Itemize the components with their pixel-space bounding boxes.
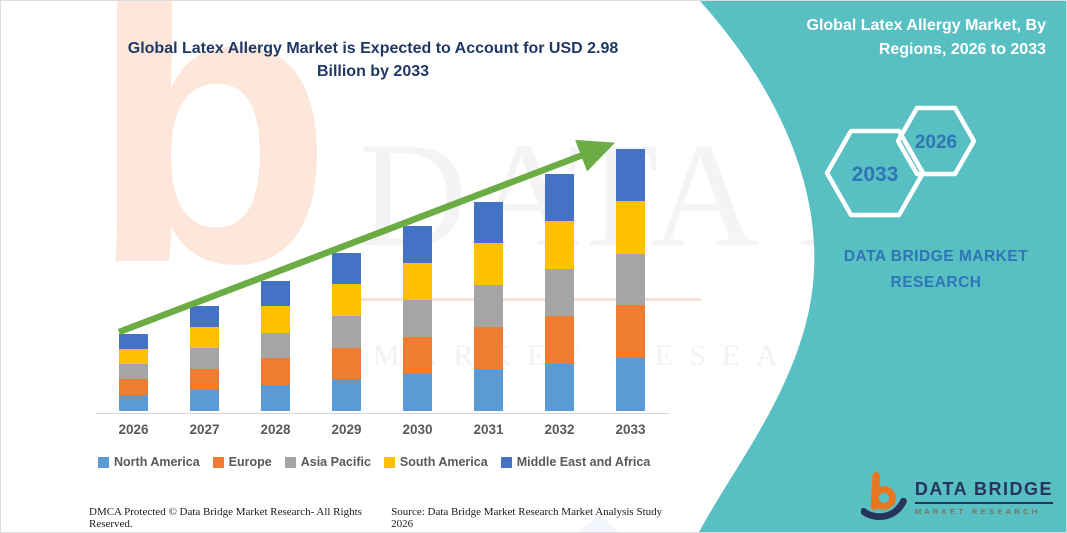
brand-text: DATA BRIDGE MARKET RESEARCH (843, 248, 1029, 291)
databridge-logo-icon (861, 471, 907, 521)
legend-swatch (98, 456, 109, 468)
segment-europe (332, 347, 361, 380)
logo-name: DATA BRIDGE (914, 479, 1053, 504)
segment-europe (119, 379, 148, 396)
footer: DMCA Protected © Data Bridge Market Rese… (89, 506, 671, 530)
x-axis-label-2031: 2031 (473, 422, 504, 437)
hexagon-2026 (895, 105, 977, 177)
segment-north-america (403, 374, 432, 411)
segment-north-america (474, 368, 503, 411)
legend-label: North America (114, 455, 200, 469)
legend-item-north-america: North America (98, 455, 200, 469)
chart-title: Global Latex Allergy Market is Expected … (127, 40, 619, 81)
segment-south-america (119, 348, 148, 365)
segment-north-america (616, 358, 645, 411)
hexagon-2033-label: 2033 (852, 163, 899, 186)
x-axis-label-2029: 2029 (331, 422, 362, 437)
year-hexagons: 2033 2026 (824, 105, 977, 218)
segment-middle-east-and-africa (119, 333, 148, 349)
footer-source-text: Source: Data Bridge Market Research Mark… (391, 506, 663, 530)
segment-europe (261, 358, 290, 385)
segment-north-america (545, 363, 574, 411)
segment-asia-pacific (261, 332, 290, 359)
legend-item-middle-east-and-africa: Middle East and Africa (500, 455, 651, 469)
legend-label: Asia Pacific (300, 455, 371, 469)
hexagon-2026-label: 2026 (915, 132, 957, 153)
segment-north-america (261, 384, 290, 411)
x-axis-label-2033: 2033 (615, 422, 646, 437)
side-panel-shape (699, 1, 1066, 532)
x-axis-label-2028: 2028 (260, 422, 291, 437)
legend-swatch (500, 456, 512, 468)
segment-asia-pacific (119, 364, 148, 380)
logo-text: DATA BRIDGE MARKET RESEARCH (914, 479, 1053, 516)
stacked-bar-2033 (616, 148, 645, 411)
segment-europe (190, 368, 219, 390)
footer-dmca-text: DMCA Protected © Data Bridge Market Rese… (89, 506, 362, 530)
legend-label: South America (399, 455, 488, 469)
logo-subtitle: MARKET RESEARCH (914, 506, 1041, 516)
segment-north-america (119, 395, 148, 411)
legend-label: Middle East and Africa (516, 455, 651, 469)
segment-north-america (190, 389, 219, 411)
databridge-logo: DATA BRIDGE MARKET RESEARCH (861, 467, 1053, 527)
segment-north-america (332, 379, 361, 411)
legend-swatch (212, 456, 224, 468)
x-axis-line (96, 413, 669, 414)
segment-south-america (616, 200, 645, 254)
segment-asia-pacific (190, 347, 219, 369)
chart-legend: North America Europe Asia Pacific South Ame… (98, 455, 684, 469)
x-axis-label-2027: 2027 (189, 422, 220, 437)
segment-asia-pacific (616, 253, 645, 306)
x-axis-label-2030: 2030 (402, 422, 433, 437)
stacked-bar-2026 (119, 333, 148, 411)
x-axis-label-2032: 2032 (544, 422, 575, 437)
x-axis-label-2026: 2026 (118, 422, 149, 437)
segment-europe (616, 305, 645, 359)
legend-item-europe: Europe (212, 455, 272, 469)
panel-title: Global Latex Allergy Market, By Regions,… (806, 17, 1046, 58)
legend-swatch (383, 456, 395, 468)
legend-swatch (284, 456, 296, 468)
segment-middle-east-and-africa (616, 148, 645, 201)
legend-label: Europe (228, 455, 272, 469)
legend-item-asia-pacific: Asia Pacific (284, 455, 371, 469)
segment-europe (403, 337, 432, 374)
legend-item-south-america: South America (383, 455, 488, 469)
